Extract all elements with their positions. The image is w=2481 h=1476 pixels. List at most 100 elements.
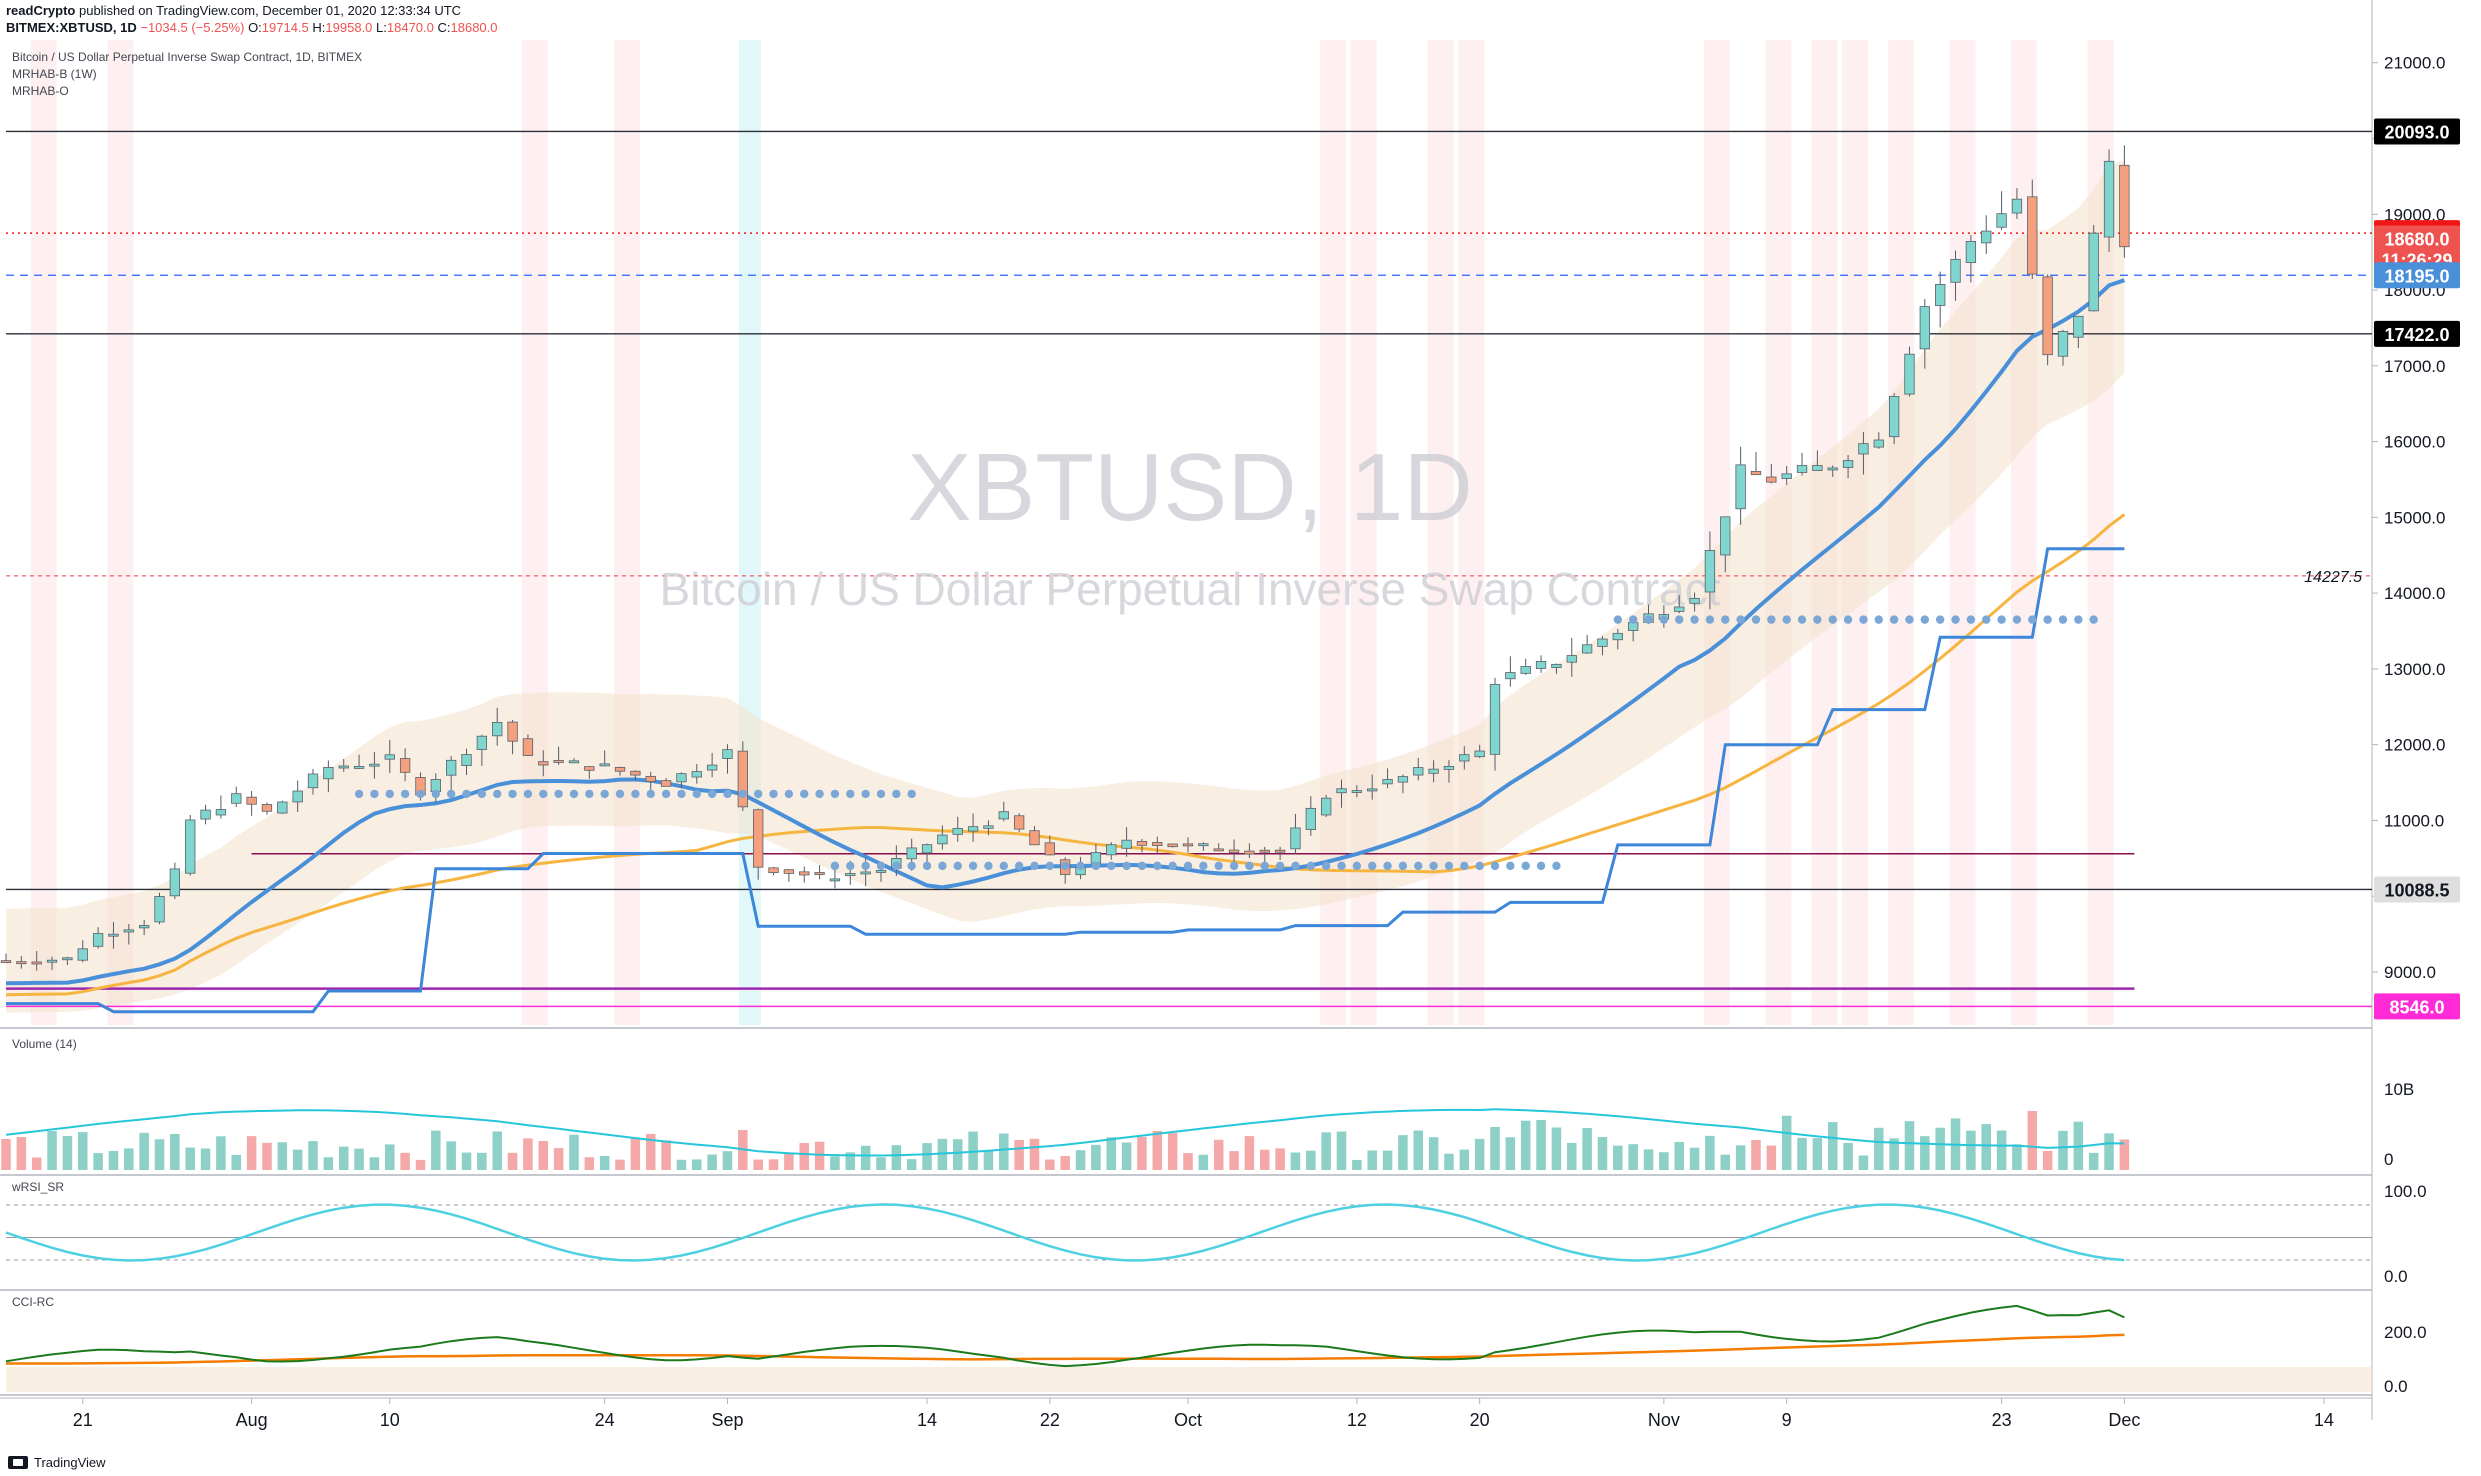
level-dot [1659, 615, 1669, 624]
volume-bar-64 [983, 1150, 994, 1170]
candle-body-77 [1182, 843, 1194, 847]
candle-body-80 [1228, 849, 1240, 853]
level-dot [907, 861, 916, 871]
candle-body-123 [1888, 396, 1900, 438]
volume-bar-72 [1106, 1137, 1117, 1170]
level-dot [646, 789, 655, 799]
level-dot [907, 789, 916, 799]
candle-body-0 [0, 960, 12, 964]
candle-body-136 [2088, 232, 2099, 312]
candle-body-63 [967, 826, 979, 832]
cci-pane-label[interactable]: CCI-RC [12, 1295, 54, 1309]
candle-body-127 [1950, 258, 1961, 283]
price-tick-label-10: 19000.0 [2384, 205, 2445, 224]
volume-bar-12 [185, 1147, 195, 1170]
level-dot [1552, 861, 1561, 871]
candle-body-78 [1198, 843, 1209, 847]
candle-body-98 [1505, 672, 1516, 680]
change-value: −1034.5 (−5.25%) [140, 20, 245, 35]
volume-bar-62 [952, 1139, 963, 1170]
volume-bar-55 [845, 1152, 856, 1170]
candle-body-100 [1535, 661, 1547, 669]
candle-body-13 [200, 809, 211, 820]
volume-bar-85 [1306, 1150, 1316, 1170]
volume-bar-75 [1152, 1130, 1163, 1170]
level-dot [370, 789, 379, 799]
main-legend-indicator-1[interactable]: MRHAB-B (1W) [12, 67, 97, 81]
level-dot [554, 789, 563, 799]
candle-body-31 [476, 735, 488, 750]
volume-bar-36 [553, 1148, 564, 1170]
candle-body-33 [507, 721, 518, 742]
candle-body-68 [1044, 842, 1056, 856]
candle-body-7 [108, 933, 119, 937]
level-dot [738, 789, 748, 799]
level-dot [1767, 615, 1776, 624]
candle-body-40 [614, 767, 626, 772]
volume-bar-88 [1352, 1159, 1362, 1170]
volume-bar-76 [1167, 1133, 1178, 1170]
price-tag-0 [2374, 118, 2460, 145]
volume-bar-29 [446, 1141, 456, 1170]
candle-body-67 [1029, 830, 1040, 846]
volume-pane-label[interactable]: Volume (14) [12, 1037, 77, 1051]
main-legend-title[interactable]: Bitcoin / US Dollar Perpetual Inverse Sw… [12, 50, 363, 64]
candle-body-128 [1965, 240, 1977, 263]
volume-bar-80 [1229, 1151, 1239, 1170]
signal-stripe-1 [107, 40, 134, 1025]
level-dot [861, 861, 870, 871]
level-dot [1874, 615, 1883, 624]
volume-bar-94 [1444, 1153, 1454, 1170]
open-label: O: [248, 20, 262, 35]
level-dot [1644, 615, 1653, 624]
candle-body-133 [2042, 276, 2053, 356]
level-dot [446, 789, 456, 799]
cci-baseline [6, 1333, 2125, 1365]
level-dot [723, 789, 732, 799]
volume-bar-69 [1060, 1156, 1070, 1170]
level-dot [1122, 861, 1131, 871]
level-dot [677, 789, 686, 799]
level-dot [1521, 861, 1530, 871]
price-tag-label-4: 18195.0 [2384, 266, 2449, 286]
candle-body-125 [1919, 306, 1930, 350]
level-dot [876, 861, 886, 871]
volume-bar-33 [507, 1152, 518, 1170]
close-value: 18680.0 [450, 20, 498, 35]
candle-body-37 [568, 760, 580, 764]
candle-body-71 [1090, 852, 1102, 864]
candle-body-54 [829, 878, 841, 882]
level-dot [1813, 615, 1822, 624]
volume-bar-27 [415, 1159, 426, 1170]
volume-bar-67 [1029, 1138, 1040, 1170]
wrsi-pane-label[interactable]: wRSI_SR [12, 1180, 65, 1194]
candle-body-39 [599, 763, 610, 767]
level-dot [953, 861, 962, 871]
volume-bar-115 [1766, 1145, 1777, 1170]
volume-bar-103 [1582, 1127, 1592, 1170]
candle-body-102 [1566, 655, 1577, 663]
level-dot [800, 789, 809, 799]
volume-bar-45 [692, 1159, 702, 1170]
candle-body-132 [2027, 196, 2038, 275]
volume-bar-16 [246, 1136, 257, 1170]
main-legend-indicator-2[interactable]: MRHAB-O [12, 84, 69, 98]
level-dot [1337, 861, 1346, 871]
volume-bar-7 [108, 1150, 119, 1170]
time-tick-label-2: 10 [380, 1410, 400, 1430]
candle-body-32 [492, 722, 503, 737]
candle-body-62 [952, 827, 963, 835]
price-tag-label-7: 8546.0 [2389, 997, 2444, 1017]
candle-body-121 [1858, 443, 1869, 455]
volume-bar-24 [369, 1157, 380, 1170]
candle-body-4 [62, 957, 73, 961]
candle-body-138 [2119, 164, 2130, 248]
volume-bar-4 [62, 1136, 73, 1170]
candle-body-88 [1351, 790, 1363, 793]
candle-body-61 [937, 834, 948, 845]
close-label: C: [437, 20, 451, 35]
candle-body-64 [983, 825, 994, 829]
time-tick-label-6: 22 [1040, 1410, 1060, 1430]
level-dot [1260, 861, 1269, 871]
